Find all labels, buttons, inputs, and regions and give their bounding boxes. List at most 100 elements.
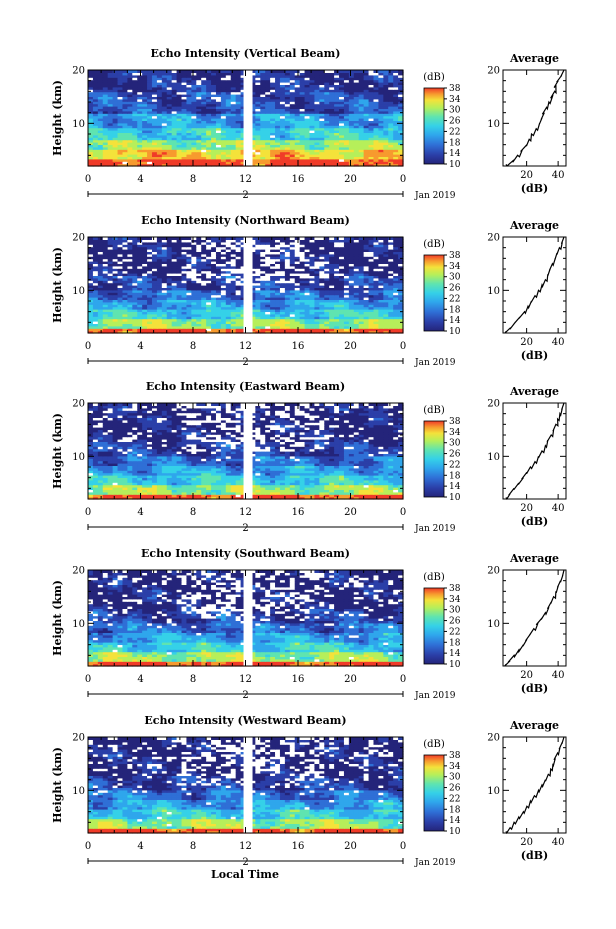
heatmap-cell: [211, 323, 217, 327]
heatmap-cell: [309, 139, 315, 143]
heatmap-cell: [319, 86, 325, 90]
heatmap-cell: [304, 280, 311, 284]
heatmap-cell: [383, 297, 389, 300]
heatmap-cell: [329, 277, 335, 281]
heatmap-cell: [334, 268, 340, 272]
heatmap-cell: [383, 144, 389, 148]
heatmap-cell: [393, 265, 399, 269]
heatmap-cell: [156, 277, 163, 281]
heatmap-cell: [142, 330, 148, 334]
heatmap-cell: [122, 301, 128, 305]
heatmap-cell: [230, 151, 237, 155]
heatmap-cell: [393, 96, 399, 100]
heatmap-cell: [156, 292, 163, 296]
heatmap-cell: [368, 289, 375, 293]
heatmap-cell: [334, 280, 340, 284]
heatmap-cell: [314, 98, 320, 102]
heatmap-cell: [97, 137, 104, 141]
heatmap-cell: [348, 146, 355, 150]
heatmap-cell: [211, 134, 217, 138]
heatmap-cell: [309, 285, 315, 288]
heatmap-cell: [147, 115, 153, 119]
heatmap-cell: [255, 142, 261, 145]
heatmap-cell: [220, 151, 227, 155]
heatmap-cell: [265, 134, 271, 138]
heatmap-cell: [181, 120, 188, 124]
heatmap-cell: [92, 163, 99, 167]
heatmap-cell: [363, 306, 370, 310]
heatmap-cell: [151, 96, 158, 100]
heatmap-cell: [127, 103, 133, 107]
heatmap-cell: [255, 263, 261, 267]
heatmap-cell: [275, 287, 281, 291]
heatmap-cell: [181, 306, 188, 310]
heatmap-cell: [373, 294, 379, 298]
heatmap-cell: [191, 156, 197, 160]
heatmap-cell: [171, 316, 178, 320]
heatmap-cell: [112, 101, 119, 105]
heatmap-cell: [92, 91, 99, 95]
heatmap-cell: [102, 275, 109, 279]
heatmap-cell: [309, 292, 315, 296]
heatmap-cell: [334, 282, 340, 286]
heatmap-cell: [191, 120, 197, 124]
heatmap-cell: [353, 134, 360, 138]
heatmap-cell: [378, 282, 384, 286]
heatmap-cell: [240, 94, 247, 97]
heatmap-cell: [358, 294, 365, 298]
heatmap-cell: [324, 268, 330, 272]
heatmap-cell: [368, 120, 375, 124]
heatmap-cell: [102, 282, 109, 286]
heatmap-cell: [92, 98, 99, 102]
heatmap-cell: [299, 130, 306, 133]
heatmap-cell: [260, 94, 266, 97]
heatmap-cell: [147, 311, 153, 315]
heatmap-cell: [102, 297, 109, 300]
heatmap-cell: [156, 323, 163, 327]
heatmap-cell: [142, 146, 148, 150]
heatmap-cell: [363, 118, 370, 121]
heatmap-cell: [117, 299, 124, 303]
heatmap-cell: [304, 270, 311, 274]
heatmap-cell: [378, 82, 384, 85]
heatmap-cell: [142, 103, 148, 107]
heatmap-cell: [348, 323, 355, 327]
heatmap-cell: [117, 161, 124, 165]
heatmap-cell: [329, 91, 335, 95]
heatmap-cell: [147, 74, 153, 78]
heatmap-cell: [186, 106, 192, 109]
heatmap-cell: [289, 163, 296, 167]
heatmap-cell: [147, 304, 153, 308]
heatmap-cell: [117, 146, 124, 150]
heatmap-cell: [279, 118, 286, 121]
heatmap-cell: [294, 280, 301, 284]
heatmap-cell: [186, 134, 192, 138]
heatmap-cell: [142, 287, 148, 291]
heatmap-cell: [235, 120, 242, 124]
heatmap-cell: [383, 118, 389, 121]
heatmap-cell: [176, 132, 183, 136]
heatmap-cell: [304, 163, 311, 167]
heatmap-cell: [348, 282, 355, 286]
heatmap-cell: [309, 120, 315, 124]
heatmap-cell: [176, 285, 183, 288]
heatmap-cell: [358, 270, 365, 274]
heatmap-cell: [353, 287, 360, 291]
heatmap-cell: [225, 72, 232, 76]
heatmap-cell: [255, 163, 261, 167]
heatmap-cell: [314, 113, 320, 117]
heatmap-cell: [363, 146, 370, 150]
heatmap-cell: [211, 301, 217, 305]
heatmap-cell: [142, 289, 148, 293]
heatmap-cell: [289, 74, 296, 78]
heatmap-cell: [398, 273, 404, 276]
heatmap-cell: [112, 86, 119, 90]
heatmap-cell: [191, 149, 197, 153]
heatmap-cell: [107, 277, 114, 281]
heatmap-cell: [201, 154, 207, 157]
heatmap-cell: [255, 127, 261, 131]
heatmap-cell: [324, 113, 330, 117]
heatmap-cell: [260, 285, 266, 288]
heatmap-cell: [102, 277, 109, 281]
heatmap-cell: [299, 84, 306, 88]
